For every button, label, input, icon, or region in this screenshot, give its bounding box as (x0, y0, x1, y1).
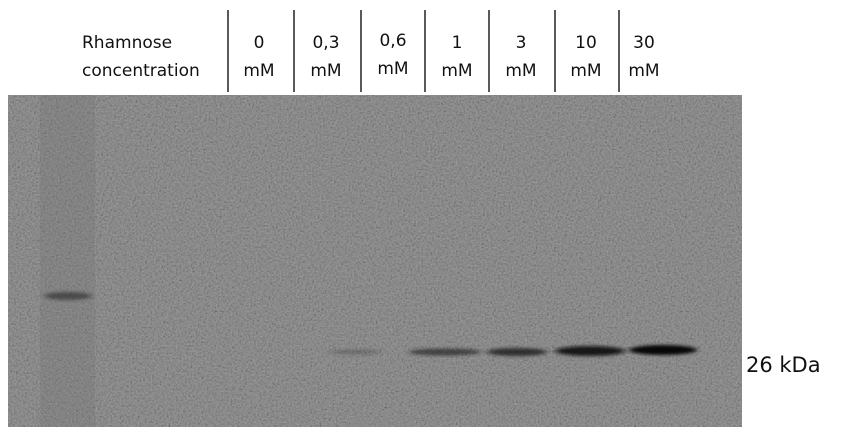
lane-separators (227, 10, 620, 92)
bands (44, 292, 697, 356)
lane-unit: mM (310, 61, 341, 81)
lane-value: 0,6 (379, 31, 406, 51)
lane-value: 3 (516, 33, 527, 53)
lane-value: 0,3 (312, 33, 339, 53)
lane-unit: mM (243, 61, 274, 81)
band (409, 348, 481, 356)
header-label: concentration (82, 61, 200, 81)
ladder-lane (40, 95, 95, 427)
lane-value: 10 (575, 33, 597, 53)
lane-unit: mM (570, 61, 601, 81)
band (629, 345, 697, 355)
lane-unit: mM (505, 61, 536, 81)
lane-value: 1 (452, 33, 463, 53)
ladder-band (44, 292, 92, 300)
lane-value: 0 (254, 33, 265, 53)
lane-labels: 0 mM 0,3 mM 0,6 mM 1 mM 3 mM 10 mM 30 mM (243, 31, 659, 81)
band (555, 346, 625, 356)
lane-unit: mM (628, 61, 659, 81)
lane-unit: mM (377, 59, 408, 79)
band (487, 348, 547, 356)
gel (8, 95, 742, 427)
lane-unit: mM (441, 61, 472, 81)
lane-value: 30 (633, 33, 655, 53)
marker-label: 26 kDa (746, 353, 821, 377)
gel-background (8, 95, 742, 427)
header-label: Rhamnose (82, 33, 172, 53)
band (329, 349, 381, 355)
